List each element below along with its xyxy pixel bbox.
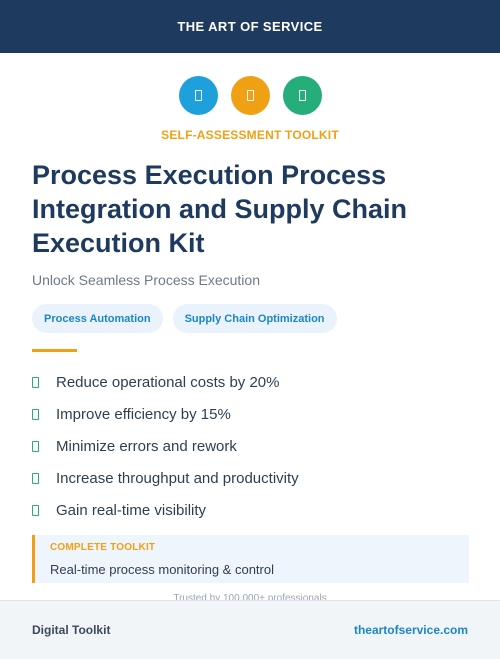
eyebrow-label: SELF-ASSESSMENT TOOLKIT — [161, 128, 339, 142]
document-icon — [178, 76, 218, 115]
brand-name: THE ART OF SERVICE — [177, 19, 323, 34]
list-item: Increase throughput and productivity — [32, 462, 299, 494]
footer: Digital Toolkit theartofservice.com — [0, 600, 500, 659]
checkbox-icon — [32, 472, 39, 484]
benefit-list: Reduce operational costs by 20% Improve … — [32, 366, 299, 526]
document-icon — [282, 76, 322, 115]
callout-label: COMPLETE TOOLKIT — [50, 542, 156, 553]
checkbox-icon — [32, 376, 39, 388]
page-title: Process Execution Process Integration an… — [32, 160, 408, 258]
checkbox-icon — [32, 440, 39, 452]
list-item: Reduce operational costs by 20% — [32, 366, 299, 398]
tag-process-automation: Process Automation — [32, 304, 163, 333]
top-header-bar: THE ART OF SERVICE — [0, 0, 500, 53]
trusted-note: Trusted by 100,000+ professionals — [173, 593, 327, 600]
icon-row — [0, 76, 500, 115]
benefit-text: Increase throughput and productivity — [56, 469, 299, 487]
tag-list: Process Automation Supply Chain Optimiza… — [32, 304, 337, 333]
document-icon — [230, 76, 270, 115]
tag-supply-chain-optimization: Supply Chain Optimization — [172, 304, 337, 333]
footer-label: Digital Toolkit — [32, 623, 111, 637]
accent-divider — [32, 349, 77, 352]
list-item: Minimize errors and rework — [32, 430, 299, 462]
benefit-text: Improve efficiency by 15% — [56, 405, 231, 423]
list-item: Gain real-time visibility — [32, 494, 299, 526]
callout-text: Real-time process monitoring & control — [50, 562, 274, 577]
benefit-text: Minimize errors and rework — [56, 437, 237, 455]
footer-link[interactable]: theartofservice.com — [353, 623, 468, 637]
list-item: Improve efficiency by 15% — [32, 398, 299, 430]
subtitle: Unlock Seamless Process Execution — [32, 272, 260, 288]
checkbox-icon — [32, 504, 39, 516]
benefit-text: Gain real-time visibility — [56, 501, 207, 519]
toolkit-callout: COMPLETE TOOLKIT Real-time process monit… — [32, 535, 469, 583]
benefit-text: Reduce operational costs by 20% — [56, 373, 280, 391]
checkbox-icon — [32, 408, 39, 420]
